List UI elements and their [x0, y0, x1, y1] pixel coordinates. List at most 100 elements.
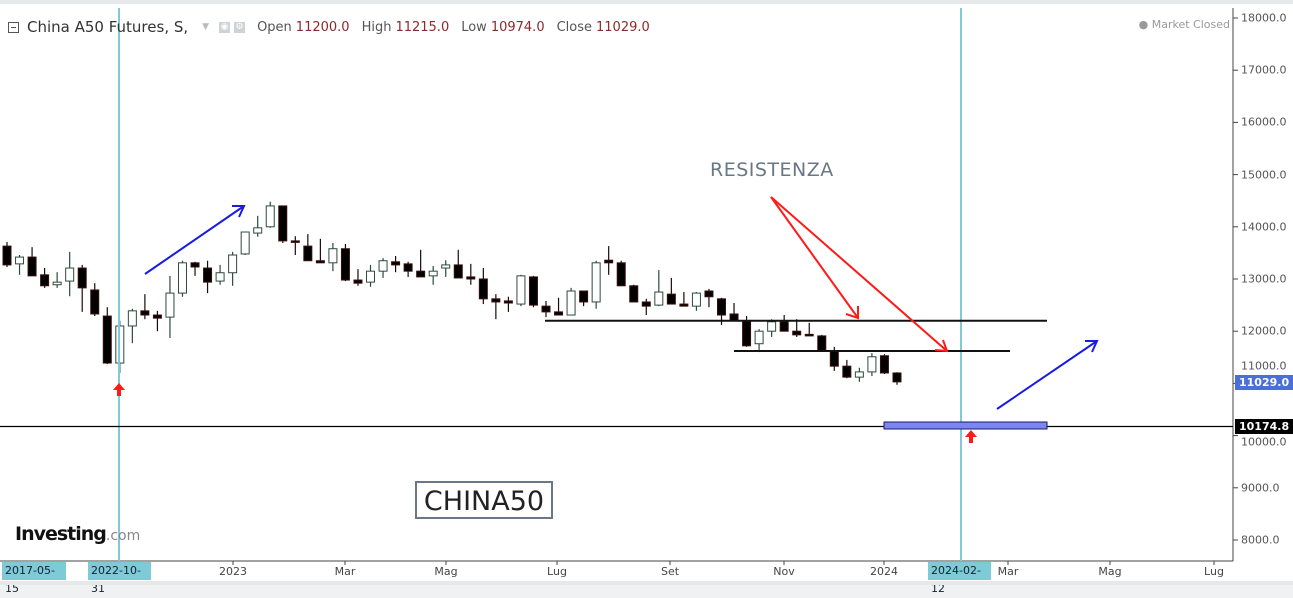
- blue-up-arrow[interactable]: [144, 205, 246, 275]
- candle[interactable]: [366, 264, 376, 287]
- chart-canvas[interactable]: [0, 4, 1293, 585]
- candle[interactable]: [604, 246, 614, 275]
- candle-body-down: [2, 245, 12, 266]
- candle[interactable]: [641, 298, 651, 316]
- y-tick-label: 11000.0: [1241, 359, 1287, 373]
- red-arrow-to-resistance[interactable]: [770, 196, 859, 320]
- high-value: 11215.0: [395, 19, 450, 35]
- y-tick-label: 9000.0: [1241, 481, 1280, 495]
- candle[interactable]: [328, 242, 338, 272]
- candle[interactable]: [15, 254, 25, 275]
- candle[interactable]: [2, 241, 12, 267]
- candle-body-down: [879, 355, 889, 374]
- candle[interactable]: [428, 265, 438, 285]
- candle[interactable]: [228, 251, 238, 286]
- candle[interactable]: [52, 272, 62, 288]
- candle[interactable]: [416, 249, 426, 278]
- symbol-annotation-box[interactable]: CHINA50: [415, 481, 553, 519]
- candle[interactable]: [629, 284, 639, 303]
- candle[interactable]: [516, 274, 526, 307]
- candle[interactable]: [704, 288, 714, 308]
- candle[interactable]: [792, 319, 802, 337]
- resistance-annotation[interactable]: RESISTENZA: [710, 159, 834, 181]
- candle[interactable]: [127, 308, 137, 344]
- candle[interactable]: [215, 264, 225, 285]
- candle[interactable]: [767, 319, 777, 337]
- candle[interactable]: [654, 270, 664, 307]
- candle-body-down: [403, 263, 413, 272]
- candle[interactable]: [892, 372, 902, 385]
- candle[interactable]: [315, 238, 325, 264]
- support-zone-rectangle[interactable]: [883, 421, 1048, 430]
- candle[interactable]: [528, 275, 538, 308]
- candle[interactable]: [566, 287, 576, 316]
- candle[interactable]: [842, 359, 852, 379]
- candle[interactable]: [190, 261, 200, 276]
- candle[interactable]: [679, 292, 689, 307]
- chevron-down-icon[interactable]: ▼: [202, 22, 210, 32]
- candle[interactable]: [754, 329, 764, 353]
- x-tick-label: Nov: [773, 565, 795, 578]
- visibility-icon[interactable]: ◉: [219, 21, 231, 33]
- candle-body-down: [817, 335, 827, 352]
- candle-body-down: [829, 350, 839, 367]
- candle[interactable]: [165, 275, 175, 338]
- candle[interactable]: [729, 303, 739, 322]
- candle[interactable]: [817, 334, 827, 352]
- candle[interactable]: [403, 261, 413, 277]
- candle[interactable]: [804, 322, 814, 337]
- time-highlight-label: 2024-02-12: [928, 562, 991, 595]
- y-tick-label: 15000.0: [1241, 168, 1287, 182]
- candle[interactable]: [541, 300, 551, 318]
- candle-body-up: [566, 290, 576, 316]
- candle[interactable]: [265, 201, 275, 228]
- candle[interactable]: [478, 268, 488, 305]
- candle[interactable]: [691, 292, 701, 311]
- candle[interactable]: [779, 315, 789, 332]
- candle[interactable]: [466, 263, 476, 285]
- candle[interactable]: [491, 294, 501, 320]
- candle[interactable]: [867, 353, 877, 377]
- candle[interactable]: [340, 244, 350, 282]
- candle[interactable]: [453, 249, 463, 279]
- candle[interactable]: [591, 260, 601, 309]
- candle[interactable]: [90, 283, 100, 317]
- candle[interactable]: [177, 260, 187, 297]
- candle-body-up: [867, 356, 877, 373]
- candle[interactable]: [203, 260, 213, 294]
- red-arrow-to-resistance[interactable]: [770, 196, 949, 353]
- candle-body-down: [729, 313, 739, 322]
- candle[interactable]: [77, 264, 87, 312]
- symbol-title[interactable]: China A50 Futures, S,: [27, 18, 189, 36]
- blue-up-arrow[interactable]: [996, 340, 1099, 410]
- candle[interactable]: [666, 277, 676, 305]
- candle[interactable]: [854, 367, 864, 382]
- candle[interactable]: [391, 256, 401, 273]
- candle[interactable]: [303, 234, 313, 262]
- candle[interactable]: [290, 236, 300, 255]
- candle[interactable]: [353, 269, 363, 286]
- candle-body-down: [604, 259, 614, 264]
- candle[interactable]: [278, 205, 288, 243]
- candle[interactable]: [554, 297, 564, 316]
- candle[interactable]: [152, 310, 162, 332]
- collapse-icon[interactable]: [8, 21, 19, 33]
- gear-icon[interactable]: ⚙: [234, 21, 246, 33]
- candle[interactable]: [441, 260, 451, 277]
- candle[interactable]: [27, 247, 37, 277]
- candle[interactable]: [579, 290, 589, 307]
- status-dot-icon: ●: [1138, 18, 1152, 31]
- candle-body-down: [666, 293, 676, 305]
- x-tick-label: Mar: [334, 565, 356, 578]
- candle[interactable]: [503, 296, 513, 312]
- candle[interactable]: [253, 215, 263, 237]
- candle[interactable]: [240, 231, 250, 255]
- candle[interactable]: [102, 307, 112, 365]
- candle[interactable]: [140, 294, 150, 320]
- candle[interactable]: [879, 354, 889, 375]
- candle[interactable]: [616, 260, 626, 287]
- candle[interactable]: [40, 268, 50, 288]
- candle[interactable]: [65, 251, 75, 297]
- candle[interactable]: [378, 258, 388, 278]
